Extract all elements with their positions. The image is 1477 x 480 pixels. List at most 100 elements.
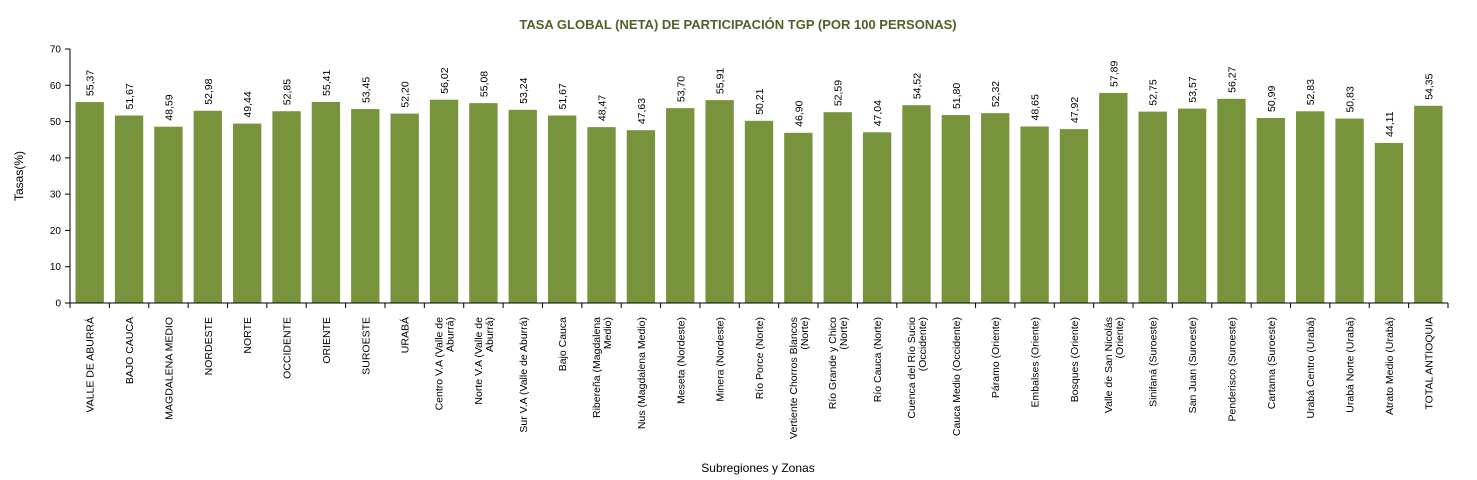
- data-label: 53,45: [360, 77, 372, 103]
- y-tick-label: 10: [50, 262, 62, 273]
- category-label: Páramo (Oriente): [990, 317, 1002, 398]
- category-label: Río Cauca (Norte): [872, 317, 884, 402]
- category-label: Urabá Norte (Urabá): [1345, 317, 1357, 413]
- data-label: 52,59: [833, 80, 845, 106]
- y-tick-label: 40: [50, 153, 62, 164]
- category-label: URABÁ: [399, 317, 412, 353]
- y-axis: 0 10 20 30 40 50 60 70: [50, 45, 71, 310]
- bar: [626, 130, 656, 303]
- data-label: 56,27: [1226, 66, 1238, 92]
- data-label: 47,92: [1069, 97, 1081, 123]
- bar: [705, 100, 734, 303]
- bars: [75, 92, 1443, 304]
- data-label: 51,80: [951, 83, 963, 109]
- category-label: Río Grande y Chico: [827, 317, 839, 409]
- data-label: 48,59: [163, 94, 175, 120]
- category-label: Penderisco (Suroeste): [1226, 317, 1238, 421]
- bar: [666, 108, 695, 303]
- data-label: 52,85: [282, 79, 294, 105]
- category-label: Vertiente Chorros Blancos: [788, 317, 800, 439]
- y-tick-label: 30: [50, 190, 62, 201]
- data-labels: 55,37 51,67 48,59 52,98 49,44 52,85 55,41 53,45…: [85, 61, 1436, 137]
- bar: [232, 123, 262, 304]
- category-label: Nus (Magdalena Medio): [636, 317, 648, 429]
- data-label: 56,02: [439, 67, 451, 93]
- category-label: NORDESTE: [203, 317, 215, 375]
- bar: [311, 101, 341, 303]
- category-label: (Oriente): [1114, 317, 1126, 358]
- category-label: Cuenca del Río Sucio: [906, 317, 918, 419]
- category-label: Urabá Centro (Urabá): [1305, 317, 1317, 419]
- data-label: 55,08: [478, 71, 490, 97]
- bar: [902, 105, 931, 303]
- category-label: Medio): [602, 317, 614, 349]
- category-label: Bajo Cauca: [557, 317, 569, 371]
- bar: [429, 99, 459, 303]
- y-axis-label: Tasas(%): [12, 151, 26, 201]
- data-label: 53,57: [1187, 76, 1199, 102]
- data-label: 44,11: [1384, 111, 1396, 137]
- category-label: OCCIDENTE: [282, 317, 294, 379]
- data-label: 46,90: [793, 100, 805, 126]
- category-label: VALLE DE ABURRÁ: [84, 317, 97, 413]
- bar: [1256, 117, 1286, 303]
- category-label: Meseta (Nordeste): [675, 317, 687, 404]
- data-label: 52,75: [1148, 79, 1160, 105]
- category-label: Atrato Medio (Urabá): [1384, 317, 1396, 415]
- data-label: 52,32: [990, 81, 1002, 107]
- y-tick-label: 60: [50, 81, 62, 92]
- data-label: 55,41: [321, 70, 333, 96]
- bar: [547, 115, 577, 303]
- category-label: (Occidente): [917, 317, 929, 371]
- y-tick-label: 0: [55, 299, 61, 310]
- bar: [823, 112, 852, 303]
- bar: [587, 127, 616, 304]
- chart-title: TASA GLOBAL (NETA) DE PARTICIPACIÓN TGP …: [519, 17, 956, 32]
- category-label: Aburrá): [484, 317, 496, 352]
- bar: [1099, 92, 1128, 303]
- data-label: 50,99: [1266, 86, 1278, 112]
- y-tick-label: 50: [50, 117, 62, 128]
- data-label: 54,52: [911, 73, 923, 99]
- data-label: 50,21: [754, 88, 766, 114]
- data-label: 48,65: [1030, 94, 1042, 120]
- data-label: 51,67: [124, 83, 136, 109]
- bar: [1020, 126, 1049, 303]
- bar: [941, 115, 971, 303]
- x-axis: [69, 302, 1449, 308]
- category-label: Embalses (Oriente): [1030, 317, 1042, 407]
- category-label: San Juan (Suroeste): [1187, 317, 1199, 413]
- bar: [75, 102, 104, 303]
- bar: [1177, 108, 1207, 303]
- data-label: 51,67: [557, 83, 569, 109]
- data-label: 54,35: [1423, 73, 1435, 99]
- category-label: Río Porce (Norte): [754, 317, 766, 399]
- category-label: BAJO CAUCA: [124, 317, 136, 384]
- bar: [1138, 111, 1167, 303]
- data-label: 55,37: [85, 70, 97, 96]
- bar: [1059, 129, 1089, 303]
- data-label: 48,47: [597, 95, 609, 121]
- bar: [351, 109, 380, 303]
- category-label: TOTAL ANTIOQUIA: [1423, 317, 1435, 410]
- data-label: 47,63: [636, 98, 648, 124]
- category-labels: VALLE DE ABURRÁ BAJO CAUCA MAGDALENA MEDIO…: [84, 317, 1436, 439]
- bar: [744, 120, 774, 304]
- bar: [114, 115, 144, 303]
- category-label: NORTE: [242, 317, 254, 354]
- category-label: (Norte): [838, 317, 850, 350]
- bar: [981, 113, 1010, 304]
- bar: [1217, 98, 1246, 303]
- bar: [193, 110, 222, 303]
- data-label: 53,70: [675, 76, 687, 102]
- category-label: ORIENTE: [321, 317, 333, 364]
- data-label: 53,24: [518, 77, 530, 103]
- category-label: Ribereña (Magdalena: [591, 317, 603, 418]
- bar: [469, 103, 498, 304]
- data-label: 52,20: [400, 81, 412, 107]
- data-label: 55,91: [715, 68, 727, 94]
- x-axis-label: Subregiones y Zonas: [701, 461, 814, 475]
- category-label: Centro V.A (Valle de: [434, 317, 446, 411]
